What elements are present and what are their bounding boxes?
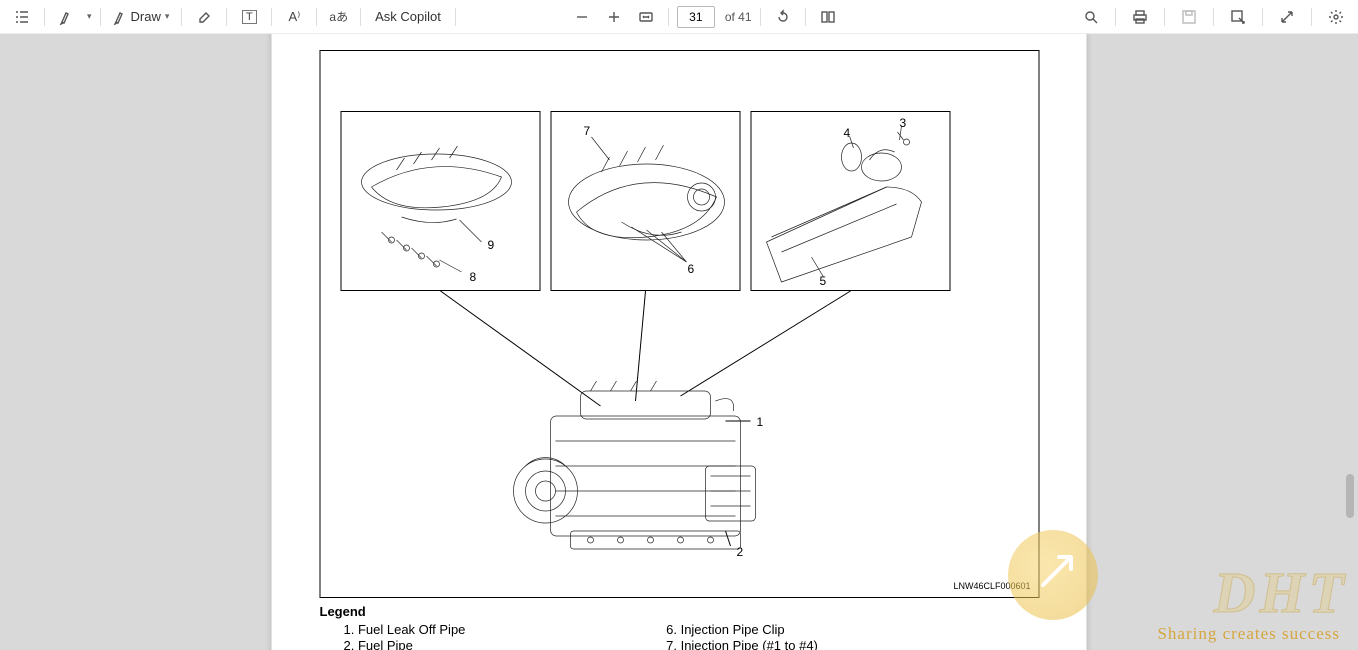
chevron-down-icon[interactable]: ▾ [87,11,92,22]
search-icon[interactable] [1077,3,1105,31]
divider [1311,8,1312,26]
legend-col-a: Fuel Leak Off Pipe Fuel Pipe EGR Valve E… [344,622,467,650]
scroll-thumb[interactable] [1346,474,1354,518]
read-aloud-icon[interactable]: A⁾ [280,3,308,31]
divider [760,8,761,26]
save-as-icon[interactable] [1224,3,1252,31]
highlight-icon[interactable] [53,3,81,31]
divider [455,8,456,26]
contents-icon[interactable] [8,3,36,31]
watermark-tagline: Sharing creates success [1157,624,1340,644]
divider [271,8,272,26]
divider [226,8,227,26]
legend-item: Injection Pipe (#1 to #4) [666,638,818,650]
settings-icon[interactable] [1322,3,1350,31]
figure-code: LNW46CLF000601 [953,581,1030,591]
divider [1164,8,1165,26]
legend-item: Fuel Pipe [344,638,467,650]
divider [805,8,806,26]
divider [100,8,101,26]
draw-button[interactable]: Draw ▾ [109,9,174,25]
figure-frame: 8 9 7 6 [320,50,1040,598]
divider [360,8,361,26]
legend-columns: Fuel Leak Off Pipe Fuel Pipe EGR Valve E… [344,622,818,650]
zoom-in-icon[interactable] [600,3,628,31]
scrollbar[interactable] [1342,34,1356,650]
document-viewport: 8 9 7 6 [0,34,1358,650]
pdf-toolbar: ▾ Draw ▾ T A⁾ aあ Ask Copilot of 41 [0,0,1358,34]
text-tool-icon[interactable]: T [235,3,263,31]
divider [181,8,182,26]
callout-2: 2 [737,545,744,559]
divider [1213,8,1214,26]
divider [1262,8,1263,26]
draw-label: Draw [131,9,161,24]
engine-illustration [511,371,791,581]
save-icon [1175,3,1203,31]
erase-icon[interactable] [190,3,218,31]
pdf-page: 8 9 7 6 [272,34,1087,650]
legend-item: Injection Pipe Clip [666,622,818,638]
zoom-out-icon[interactable] [568,3,596,31]
page-number-input[interactable] [677,6,715,28]
legend-title: Legend [320,604,366,619]
fit-width-icon[interactable] [632,3,660,31]
chevron-down-icon: ▾ [165,11,170,22]
print-icon[interactable] [1126,3,1154,31]
divider [1115,8,1116,26]
divider [44,8,45,26]
divider [316,8,317,26]
rotate-icon[interactable] [769,3,797,31]
fullscreen-icon[interactable] [1273,3,1301,31]
watermark-logo: DHT [1214,559,1348,626]
callout-1: 1 [757,415,764,429]
divider [668,8,669,26]
page-view-icon[interactable] [814,3,842,31]
ask-copilot-button[interactable]: Ask Copilot [369,9,447,24]
legend-col-b: Injection Pipe Clip Injection Pipe (#1 t… [666,622,818,650]
legend-item: Fuel Leak Off Pipe [344,622,467,638]
translate-icon[interactable]: aあ [325,3,352,31]
page-total-label: of 41 [725,10,752,24]
